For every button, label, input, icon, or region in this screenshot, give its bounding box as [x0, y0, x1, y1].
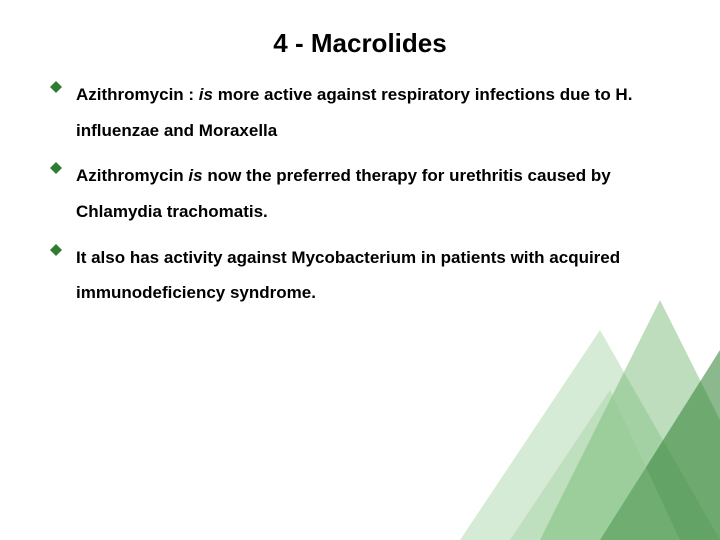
slide-title: 4 - Macrolides: [0, 0, 720, 77]
text-italic: is: [188, 166, 202, 185]
text-italic: is: [199, 85, 213, 104]
bullet-text: Azithromycin : is more active against re…: [76, 77, 680, 148]
bullet-text: Azithromycin is now the preferred therap…: [76, 158, 680, 229]
text-bold: Azithromycin: [76, 166, 188, 185]
diamond-bullet-icon: [50, 161, 62, 179]
diamond-bullet-icon: [50, 243, 62, 261]
decorative-triangles-icon: [400, 240, 720, 540]
text-bold: Azithromycin :: [76, 85, 199, 104]
diamond-bullet-icon: [50, 80, 62, 98]
list-item: Azithromycin : is more active against re…: [50, 77, 680, 148]
list-item: Azithromycin is now the preferred therap…: [50, 158, 680, 229]
